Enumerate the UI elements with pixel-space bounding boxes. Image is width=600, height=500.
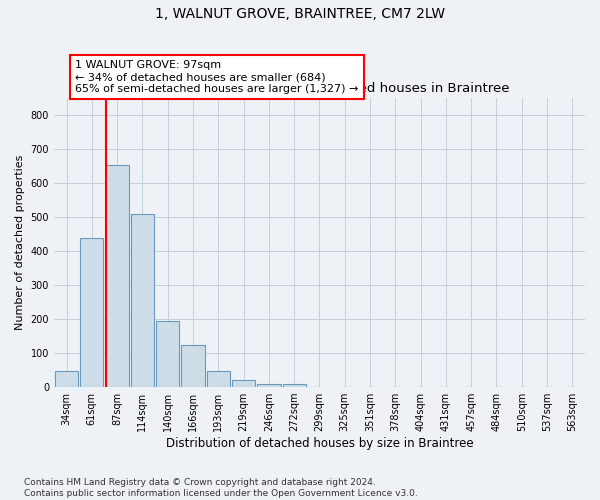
Y-axis label: Number of detached properties: Number of detached properties [15,155,25,330]
Bar [106,166,129,387]
Bar [181,344,205,387]
Bar [232,380,255,387]
Bar [206,371,230,387]
Bar [156,322,179,387]
X-axis label: Distribution of detached houses by size in Braintree: Distribution of detached houses by size … [166,437,473,450]
Bar [80,238,103,387]
Text: Contains HM Land Registry data © Crown copyright and database right 2024.
Contai: Contains HM Land Registry data © Crown c… [24,478,418,498]
Text: 1, WALNUT GROVE, BRAINTREE, CM7 2LW: 1, WALNUT GROVE, BRAINTREE, CM7 2LW [155,8,445,22]
Title: Size of property relative to detached houses in Braintree: Size of property relative to detached ho… [130,82,509,96]
Bar [55,371,78,387]
Text: 1 WALNUT GROVE: 97sqm
← 34% of detached houses are smaller (684)
65% of semi-det: 1 WALNUT GROVE: 97sqm ← 34% of detached … [75,60,359,94]
Bar [283,384,306,387]
Bar [257,384,281,387]
Bar [131,214,154,387]
